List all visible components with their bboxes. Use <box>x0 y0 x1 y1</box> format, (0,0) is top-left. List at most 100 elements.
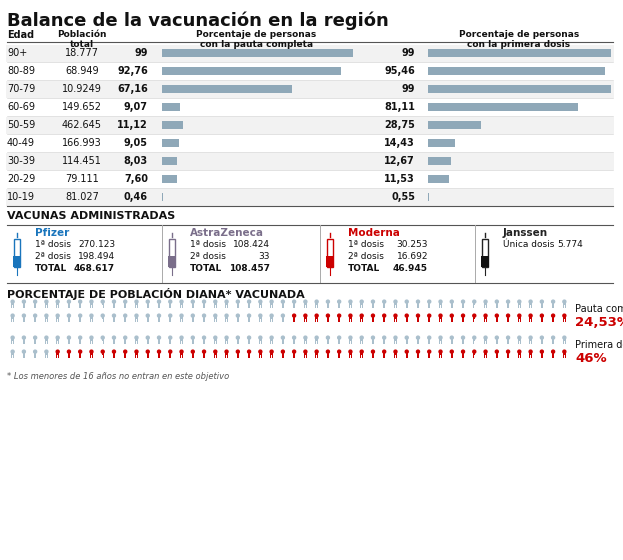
Circle shape <box>158 350 161 353</box>
Circle shape <box>67 336 70 339</box>
Bar <box>270 302 273 305</box>
Circle shape <box>169 336 172 339</box>
Bar <box>238 341 239 344</box>
Bar <box>439 355 440 358</box>
Bar <box>507 355 508 358</box>
Text: 2ª dosis: 2ª dosis <box>348 252 384 261</box>
Bar <box>136 355 138 358</box>
Text: 2ª dosis: 2ª dosis <box>190 252 226 261</box>
Bar <box>315 305 316 307</box>
Text: 79.111: 79.111 <box>65 174 99 184</box>
Bar <box>541 352 543 355</box>
Bar <box>440 319 442 321</box>
Bar <box>439 352 442 355</box>
Bar <box>418 305 419 307</box>
Bar <box>328 319 329 321</box>
Circle shape <box>360 350 363 353</box>
Bar <box>136 341 138 344</box>
Circle shape <box>326 314 330 317</box>
Circle shape <box>439 300 442 303</box>
Bar <box>80 341 82 344</box>
Circle shape <box>371 314 374 317</box>
Bar <box>6 171 614 188</box>
Bar <box>102 355 103 358</box>
Bar <box>34 302 36 305</box>
Circle shape <box>225 314 228 317</box>
Circle shape <box>428 300 430 303</box>
Bar <box>384 341 386 344</box>
Circle shape <box>439 314 442 317</box>
Circle shape <box>417 300 419 303</box>
Bar <box>204 355 205 358</box>
Circle shape <box>56 300 59 303</box>
Text: Porcentaje de personas
con la primera dosis: Porcentaje de personas con la primera do… <box>459 30 579 49</box>
Bar <box>417 352 419 355</box>
Bar <box>304 341 305 344</box>
Bar <box>113 305 114 307</box>
Bar <box>428 338 430 341</box>
Bar <box>69 319 70 321</box>
Bar <box>394 352 397 355</box>
Bar <box>248 352 250 355</box>
Bar <box>148 341 149 344</box>
Bar <box>180 341 181 344</box>
Bar <box>428 49 611 57</box>
Bar <box>508 341 509 344</box>
Text: 28,75: 28,75 <box>384 120 415 130</box>
Circle shape <box>247 300 250 303</box>
Bar <box>238 319 239 321</box>
Circle shape <box>473 336 476 339</box>
Bar <box>249 355 250 358</box>
Bar <box>24 355 25 358</box>
Text: 7,60: 7,60 <box>124 174 148 184</box>
Circle shape <box>169 314 172 317</box>
Bar <box>248 302 250 305</box>
Bar <box>462 302 464 305</box>
Bar <box>92 341 93 344</box>
Bar <box>283 319 284 321</box>
Circle shape <box>383 350 386 353</box>
Circle shape <box>417 314 419 317</box>
Bar <box>428 175 449 183</box>
Bar <box>124 352 126 355</box>
Circle shape <box>225 350 228 353</box>
Bar <box>394 341 395 344</box>
Circle shape <box>338 336 341 339</box>
Circle shape <box>113 314 115 317</box>
Text: TOTAL: TOTAL <box>190 264 222 273</box>
Bar <box>203 355 204 358</box>
Bar <box>180 319 181 321</box>
Circle shape <box>78 314 82 317</box>
Bar <box>136 319 138 321</box>
Circle shape <box>450 350 454 353</box>
Bar <box>180 302 183 305</box>
Text: 1ª dosis: 1ª dosis <box>348 240 384 249</box>
Bar <box>373 341 374 344</box>
Bar <box>14 239 20 267</box>
Bar <box>11 352 14 355</box>
Bar <box>203 302 205 305</box>
Bar <box>11 355 12 358</box>
Circle shape <box>551 350 554 353</box>
Bar <box>45 352 47 355</box>
Bar <box>282 305 283 307</box>
Bar <box>158 352 160 355</box>
Bar <box>361 302 363 305</box>
Bar <box>6 117 614 134</box>
Bar <box>508 305 509 307</box>
Bar <box>270 352 273 355</box>
Bar <box>193 305 194 307</box>
Bar <box>328 341 329 344</box>
Bar <box>113 319 114 321</box>
Circle shape <box>236 350 239 353</box>
Bar <box>159 305 160 307</box>
Bar <box>248 305 249 307</box>
Bar <box>293 305 294 307</box>
Bar <box>482 239 488 267</box>
Bar <box>214 341 215 344</box>
Circle shape <box>146 336 150 339</box>
Bar <box>383 341 384 344</box>
Bar <box>552 316 554 319</box>
Circle shape <box>180 350 183 353</box>
Circle shape <box>247 314 250 317</box>
